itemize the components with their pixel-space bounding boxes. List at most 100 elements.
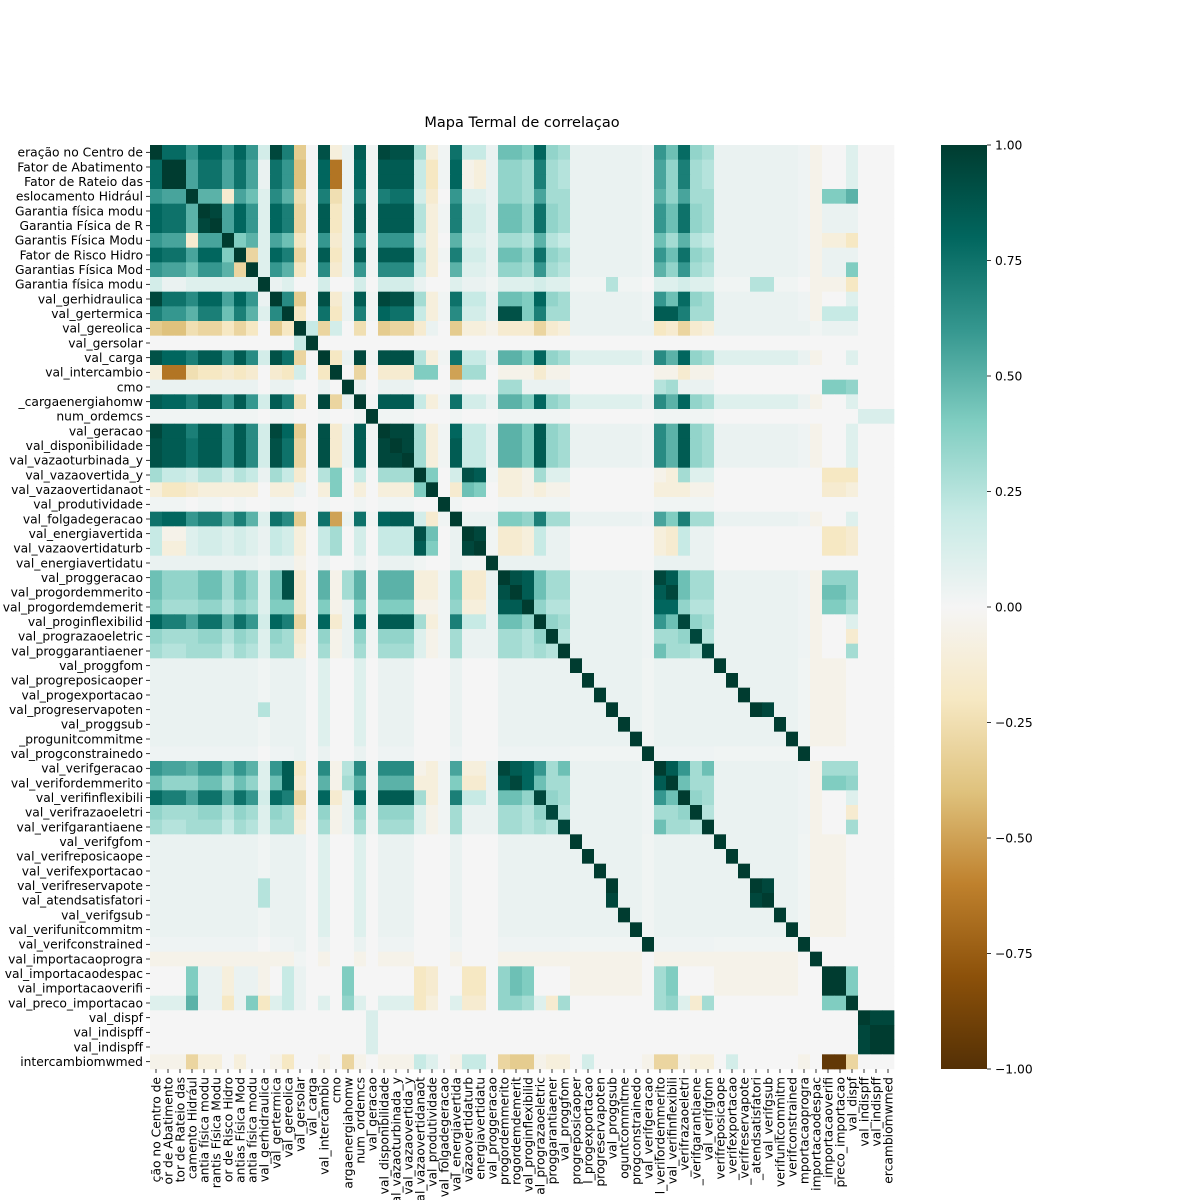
heatmap-cell: [462, 423, 475, 439]
heatmap-cell: [342, 893, 355, 909]
heatmap-cell: [858, 629, 871, 645]
heatmap-cell: [738, 189, 751, 205]
heatmap-cell: [606, 878, 619, 894]
heatmap-cell: [150, 1025, 163, 1041]
heatmap-cell: [594, 673, 607, 689]
heatmap-cell: [234, 585, 247, 601]
heatmap-cell: [594, 247, 607, 263]
heatmap-cell: [354, 702, 367, 718]
heatmap-cell: [594, 497, 607, 513]
heatmap-cell: [630, 775, 643, 791]
heatmap-cell: [258, 687, 271, 703]
heatmap-cell: [618, 702, 631, 718]
heatmap-cell: [498, 717, 511, 733]
heatmap-cell: [666, 702, 679, 718]
heatmap-cell: [834, 981, 847, 997]
heatmap-cell: [546, 614, 559, 630]
heatmap-cell: [714, 731, 727, 747]
heatmap-cell: [762, 365, 775, 381]
heatmap-cell: [354, 482, 367, 498]
heatmap-cell: [354, 849, 367, 865]
heatmap-cell: [738, 878, 751, 894]
heatmap-cell: [318, 277, 331, 293]
heatmap-cell: [246, 849, 259, 865]
heatmap-cell: [378, 995, 391, 1011]
heatmap-cell: [162, 599, 175, 615]
heatmap-cell: [810, 365, 823, 381]
heatmap-cell: [354, 233, 367, 249]
heatmap-cell: [474, 233, 487, 249]
heatmap-cell: [498, 277, 511, 293]
heatmap-cell: [390, 453, 403, 469]
heatmap-cell: [702, 849, 715, 865]
heatmap-cell: [186, 409, 199, 425]
heatmap-cell: [438, 863, 451, 879]
heatmap-cell: [882, 819, 895, 835]
heatmap-cell: [234, 907, 247, 923]
heatmap-cell: [270, 321, 283, 337]
heatmap-cell: [402, 453, 415, 469]
column-label: val_carga: [305, 1077, 319, 1136]
heatmap-cell: [318, 937, 331, 953]
heatmap-cell: [738, 453, 751, 469]
heatmap-cell: [174, 995, 187, 1011]
heatmap-cell: [750, 1025, 763, 1041]
heatmap-cell: [702, 907, 715, 923]
heatmap-cell: [378, 717, 391, 733]
heatmap-cell: [354, 922, 367, 938]
heatmap-cell: [438, 262, 451, 278]
colorbar-tick-label: −0.75: [995, 947, 1033, 961]
heatmap-cell: [690, 409, 703, 425]
heatmap-cell: [318, 511, 331, 527]
heatmap-cell: [678, 511, 691, 527]
heatmap-cell: [198, 775, 211, 791]
heatmap-cell: [162, 1010, 175, 1026]
heatmap-cell: [582, 805, 595, 821]
heatmap-cell: [426, 291, 439, 307]
heatmap-cell: [798, 203, 811, 219]
heatmap-cell: [546, 350, 559, 366]
heatmap-cell: [750, 247, 763, 263]
heatmap-cell: [834, 497, 847, 513]
heatmap-cell: [366, 247, 379, 263]
colorbar-tick-label: 1.00: [995, 139, 1022, 153]
heatmap-cell: [390, 203, 403, 219]
heatmap-cell: [462, 790, 475, 806]
heatmap-cell: [522, 1054, 535, 1070]
heatmap-cell: [270, 599, 283, 615]
heatmap-cell: [174, 1025, 187, 1041]
heatmap-cell: [474, 467, 487, 483]
heatmap-cell: [618, 878, 631, 894]
heatmap-cell: [870, 849, 883, 865]
heatmap-cell: [882, 306, 895, 322]
heatmap-cell: [702, 1039, 715, 1055]
heatmap-cell: [786, 599, 799, 615]
heatmap-cell: [774, 731, 787, 747]
heatmap-cell: [378, 541, 391, 557]
column-label: val_proggsub: [605, 1077, 619, 1159]
heatmap-cell: [342, 291, 355, 307]
heatmap-cell: [522, 438, 535, 454]
heatmap-cell: [834, 1039, 847, 1055]
heatmap-cell: [426, 511, 439, 527]
heatmap-cell: [822, 189, 835, 205]
heatmap-cell: [774, 1039, 787, 1055]
heatmap-cell: [774, 761, 787, 777]
heatmap-cell: [762, 731, 775, 747]
row-label: val_atendsatisfatori: [22, 894, 143, 908]
heatmap-cell: [762, 233, 775, 249]
heatmap-cell: [594, 233, 607, 249]
heatmap-cell: [726, 893, 739, 909]
heatmap-cell: [786, 467, 799, 483]
heatmap-cell: [210, 218, 223, 234]
heatmap-cell: [834, 746, 847, 762]
heatmap-cell: [558, 775, 571, 791]
heatmap-cell: [798, 746, 811, 762]
heatmap-cell: [750, 849, 763, 865]
heatmap-cell: [174, 878, 187, 894]
heatmap-cell: [738, 834, 751, 850]
heatmap-cell: [822, 203, 835, 219]
heatmap-cell: [186, 159, 199, 175]
heatmap-cell: [174, 643, 187, 659]
heatmap-cell: [702, 321, 715, 337]
